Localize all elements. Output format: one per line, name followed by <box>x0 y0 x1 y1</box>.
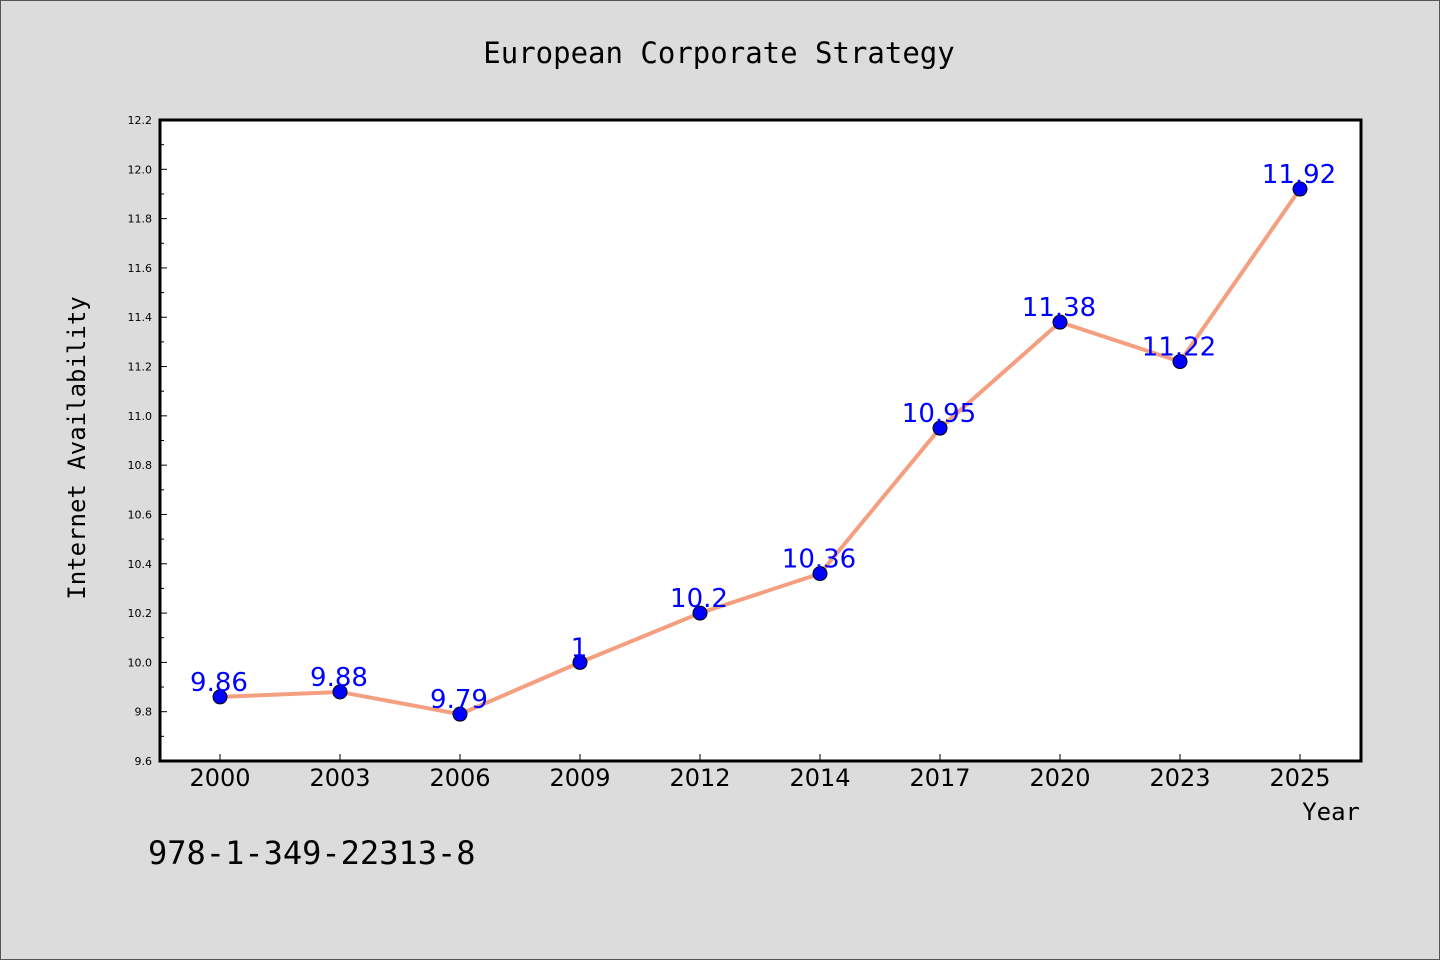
data-label: 9.88 <box>310 663 368 693</box>
x-tick-label: 2020 <box>1029 764 1090 792</box>
data-point <box>812 566 828 582</box>
x-tick-label: 2023 <box>1149 764 1210 792</box>
y-tick-label: 10.6 <box>128 508 153 521</box>
series-line <box>219 187 1302 717</box>
data-point <box>572 654 588 670</box>
x-tick-label: 2006 <box>429 764 490 792</box>
y-tick-label: 11.4 <box>128 311 153 324</box>
data-point <box>1292 181 1308 197</box>
data-label: 9.86 <box>190 668 248 698</box>
y-tick-label: 10.8 <box>128 459 153 472</box>
data-point <box>332 684 348 700</box>
data-label: 1 <box>571 633 588 663</box>
data-label: 11.92 <box>1262 160 1336 190</box>
y-tick-label: 9.6 <box>135 755 153 768</box>
data-point <box>1052 314 1068 330</box>
series-group <box>212 181 1308 722</box>
isbn-text: 978-1-349-22313-8 <box>148 834 476 872</box>
y-tick-label: 10.2 <box>128 607 153 620</box>
x-axis: 2000 2003 2006 2009 2012 2014 2017 2020 2023 2025 <box>189 754 1331 792</box>
x-tick-label: 2017 <box>909 764 970 792</box>
data-labels: 9.86 9.88 9.79 1 10.2 10.36 10.95 11.38 11.22 11.… <box>190 160 1336 715</box>
y-tick-label: 11.2 <box>128 361 153 374</box>
x-tick-label: 2000 <box>189 764 250 792</box>
x-axis-label: Year <box>1302 798 1360 826</box>
y-tick-label: 9.8 <box>135 706 153 719</box>
x-tick-label: 2012 <box>669 764 730 792</box>
y-tick-label: 11.0 <box>128 410 153 423</box>
data-label: 11.38 <box>1022 293 1096 323</box>
data-label: 10.95 <box>902 399 976 429</box>
x-tick-label: 2009 <box>549 764 610 792</box>
data-point <box>932 420 948 436</box>
data-label: 11.22 <box>1142 333 1216 363</box>
plot-area <box>160 120 1361 761</box>
y-tick-label: 12.2 <box>128 114 153 127</box>
y-tick-label: 10.4 <box>128 558 153 571</box>
data-point <box>452 706 468 722</box>
data-point <box>692 605 708 621</box>
data-point <box>1172 354 1188 370</box>
y-tick-label: 10.0 <box>128 656 153 669</box>
y-axis-label: Internet Availability <box>63 296 91 599</box>
data-label: 10.2 <box>670 584 728 614</box>
x-tick-label: 2025 <box>1269 764 1330 792</box>
data-point <box>212 689 228 705</box>
y-tick-label: 12.0 <box>128 163 153 176</box>
data-label: 10.36 <box>782 545 856 575</box>
data-label: 9.79 <box>430 685 488 715</box>
chart-title: European Corporate Strategy <box>483 36 954 70</box>
plot-border <box>158 118 1363 763</box>
x-tick-label: 2003 <box>309 764 370 792</box>
x-tick-label: 2014 <box>789 764 850 792</box>
y-tick-label: 11.6 <box>128 262 153 275</box>
y-tick-label: 11.8 <box>128 213 153 226</box>
